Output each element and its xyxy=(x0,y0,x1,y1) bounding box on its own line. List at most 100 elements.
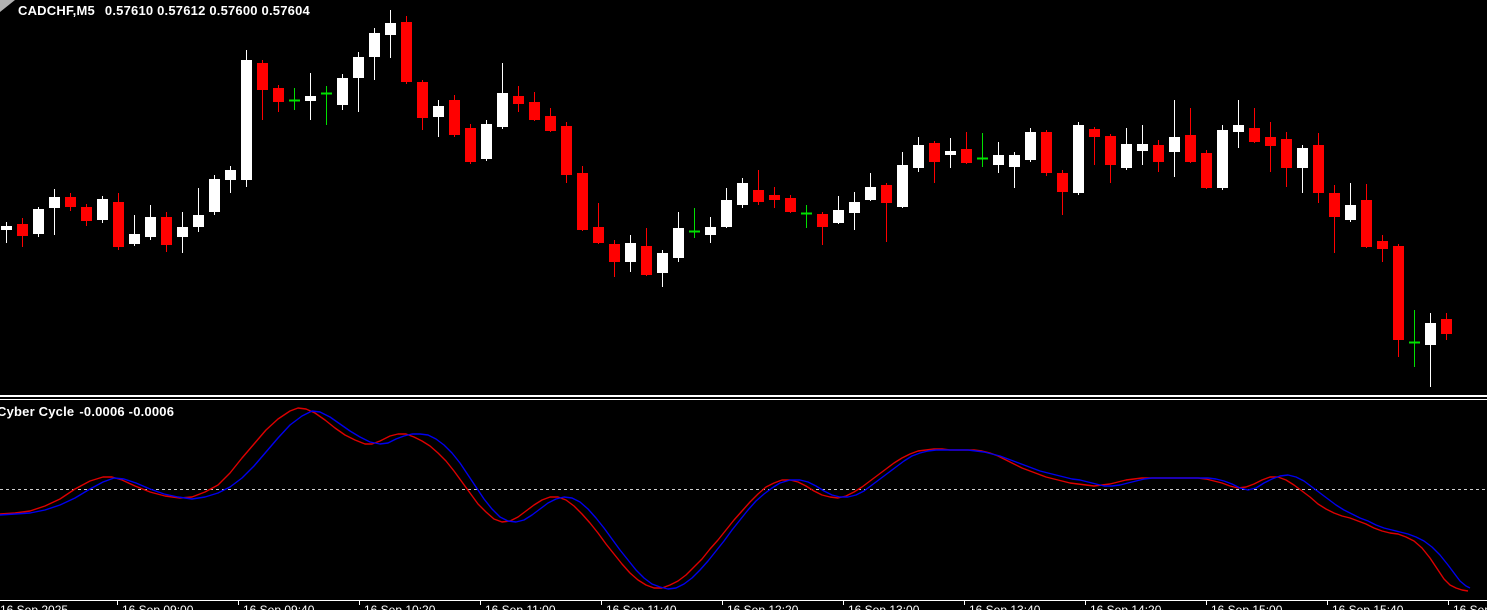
candle-body-bull xyxy=(1233,125,1244,132)
candle-body-bull xyxy=(385,23,396,35)
candle-body-bull xyxy=(145,217,156,237)
candle-body-bear xyxy=(1281,139,1292,168)
candle-body-bull xyxy=(1025,132,1036,160)
price-chart-surface[interactable] xyxy=(0,0,1487,395)
candle-body-bull xyxy=(849,202,860,213)
candle-body-bear xyxy=(1329,193,1340,217)
candle-body-bull xyxy=(129,234,140,244)
candle-body-bear xyxy=(257,63,268,90)
candle-body-bull xyxy=(721,200,732,227)
candle-body-bear xyxy=(65,197,76,207)
panel-separator-line xyxy=(0,395,1487,397)
candle-body-bear xyxy=(401,22,412,82)
time-label: 16 Sep 11:40 xyxy=(606,603,677,610)
candle-body-bull xyxy=(625,243,636,262)
candle-body-bull xyxy=(705,227,716,235)
candle-body-bull xyxy=(369,33,380,57)
candle-body-bear xyxy=(1041,132,1052,173)
candle-body-bear xyxy=(513,96,524,104)
candle-body-bear xyxy=(1249,128,1260,142)
candle-body-bear xyxy=(449,100,460,135)
candle-body-bull xyxy=(481,124,492,159)
candle-body-bull xyxy=(913,145,924,168)
candle-body-bear xyxy=(113,202,124,247)
candle-body-bull xyxy=(1,226,12,230)
candle-body-bear xyxy=(561,126,572,175)
candle-body-bull xyxy=(657,253,668,273)
candle-body-bull xyxy=(1121,144,1132,168)
time-label: 16 Sep 10:20 xyxy=(364,603,436,610)
time-axis-line xyxy=(0,600,1487,601)
candle-body-bear xyxy=(1185,135,1196,162)
time-label: 16 Sep 15:00 xyxy=(1211,603,1283,610)
candle-body-bear xyxy=(161,217,172,245)
candle-body-bull xyxy=(1009,155,1020,167)
candle-body-bull xyxy=(497,93,508,127)
candle-body-bear xyxy=(641,246,652,275)
candle-body-bear xyxy=(593,227,604,243)
time-label: 16 Sep 13:40 xyxy=(969,603,1041,610)
corner-triangle-icon[interactable] xyxy=(0,0,15,12)
candle-body-bear xyxy=(465,128,476,162)
candle-body-bear xyxy=(17,224,28,236)
candle-body-bear xyxy=(1057,173,1068,192)
candle-body-bear xyxy=(529,102,540,120)
candle-body-bull xyxy=(97,199,108,220)
candle-body-bull xyxy=(177,227,188,237)
ohlc-quotes: 0.57610 0.57612 0.57600 0.57604 xyxy=(104,3,310,18)
candle-body-bear xyxy=(785,198,796,212)
candle-body-bull xyxy=(353,57,364,78)
trigger-line xyxy=(0,410,1471,590)
indicator-panel-surface[interactable] xyxy=(0,400,1487,600)
time-label: 16 Sep 09:00 xyxy=(122,603,194,610)
panel-separator-handle[interactable] xyxy=(0,393,1487,401)
candle-body-bear xyxy=(1393,246,1404,340)
candle-body-bear xyxy=(545,116,556,131)
cycle-line xyxy=(0,407,1469,592)
candle-body-bear xyxy=(1105,136,1116,165)
candle-body-bull xyxy=(1345,205,1356,220)
candle-body-bull xyxy=(673,228,684,258)
candle-body-bull xyxy=(241,60,252,180)
candle-body-bear xyxy=(1089,129,1100,137)
candle-body-bear xyxy=(1265,137,1276,146)
indicator-values: -0.0006 -0.0006 xyxy=(79,404,175,419)
candle-body-bear xyxy=(81,207,92,221)
candle-body-bull xyxy=(897,165,908,207)
candle-body-bull xyxy=(833,210,844,223)
candle-body-bull xyxy=(993,155,1004,165)
candle-body-bull xyxy=(1073,125,1084,193)
candle-body-bull xyxy=(1217,130,1228,188)
candle-body-bear xyxy=(273,88,284,102)
candle-body-bear xyxy=(1441,319,1452,334)
indicator-name: Cyber Cycle xyxy=(0,404,75,419)
candle-body-bull xyxy=(1137,144,1148,151)
candle-body-bear xyxy=(961,149,972,163)
candle-body-bear xyxy=(1201,153,1212,188)
candle-body-bear xyxy=(417,82,428,118)
candle-body-bull xyxy=(337,78,348,105)
candle-body-bull xyxy=(1297,148,1308,168)
candle-body-bull xyxy=(49,197,60,208)
candle-body-bear xyxy=(1313,145,1324,193)
candle-body-bear xyxy=(753,190,764,202)
time-axis-surface[interactable] xyxy=(0,600,1487,610)
time-label: 16 Sep 2025 xyxy=(0,603,68,610)
time-label: 16 Sep xyxy=(1453,603,1487,610)
candle-body-bull xyxy=(865,187,876,200)
candle-body-bear xyxy=(769,195,780,200)
candle-body-bull xyxy=(225,170,236,180)
time-label: 16 Sep 11:00 xyxy=(485,603,556,610)
candle-body-bear xyxy=(1153,145,1164,162)
candle-body-bull xyxy=(305,96,316,101)
symbol-period-label: CADCHF,M5 xyxy=(18,3,95,18)
candle-body-bull xyxy=(193,215,204,227)
candle-body-bear xyxy=(1361,200,1372,247)
time-label: 16 Sep 09:40 xyxy=(243,603,315,610)
candle-body-bull xyxy=(433,106,444,117)
time-label: 16 Sep 13:00 xyxy=(848,603,920,610)
candle-body-bear xyxy=(817,214,828,227)
indicator-label: Cyber Cycle -0.0006 -0.0006 xyxy=(0,404,174,419)
